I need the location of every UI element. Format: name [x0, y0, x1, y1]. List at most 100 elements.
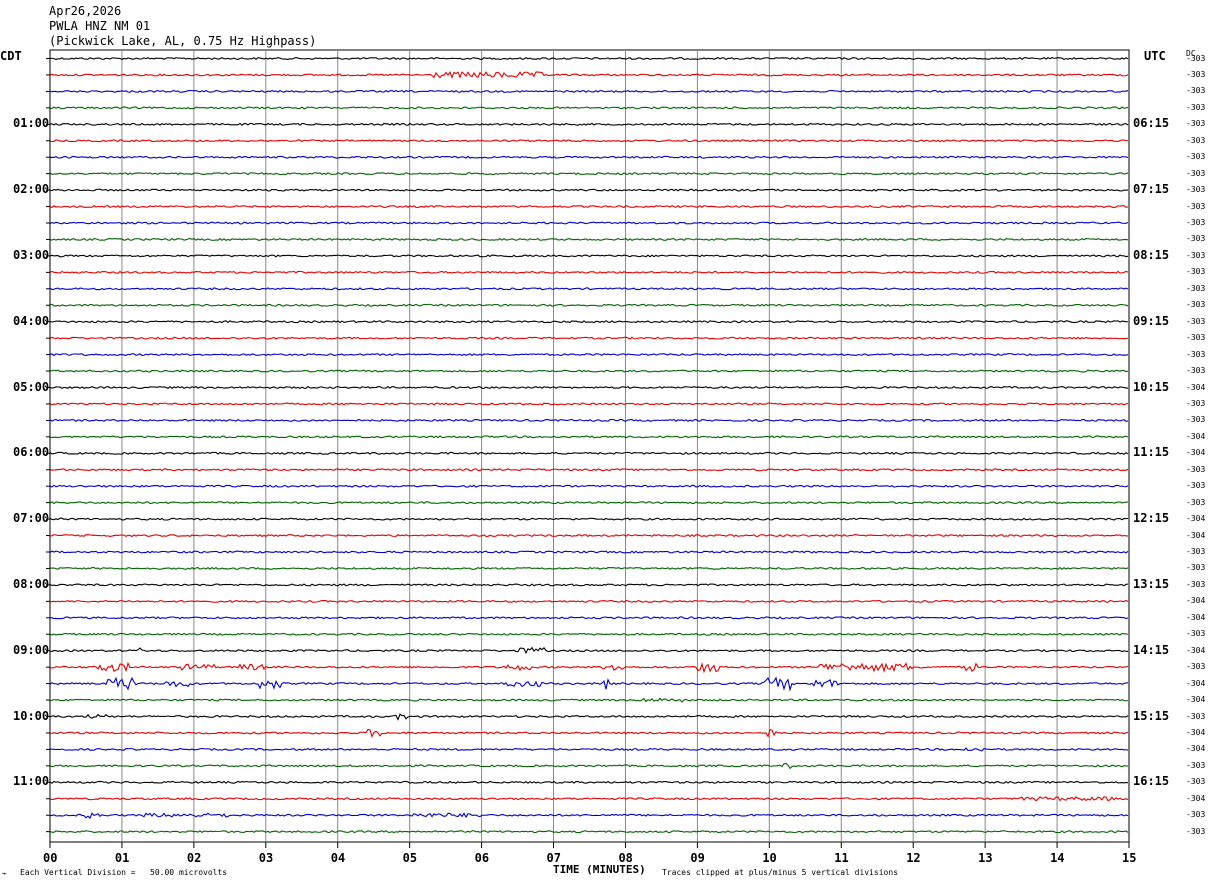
right-hour-label: 15:15 [1133, 708, 1170, 723]
dc-offset-label: -303 [1186, 86, 1206, 96]
dc-offset-label: -303 [1186, 415, 1206, 425]
trace-45-red [49, 796, 1129, 802]
dc-offset-label: -303 [1186, 135, 1206, 145]
trace-22-blue [49, 418, 1129, 423]
dc-offset-label: -304 [1186, 612, 1206, 622]
dc-offset-label: -303 [1186, 464, 1206, 474]
left-hour-label: 09:00 [13, 642, 50, 657]
trace-47-green [49, 830, 1129, 834]
x-tick-label-12: 12 [906, 851, 921, 865]
trace-10-blue [49, 221, 1129, 225]
dc-offset-label: -303 [1186, 826, 1206, 836]
right-hour-label: 09:15 [1133, 313, 1170, 328]
dc-offset-label: -303 [1186, 234, 1206, 244]
dc-offset-label: -304 [1186, 514, 1206, 524]
trace-1-red [49, 70, 1129, 79]
right-hour-label: 12:15 [1133, 511, 1170, 526]
dc-offset-label: -304 [1186, 744, 1206, 754]
date-label: Apr26,2026 [49, 4, 122, 18]
right-hour-label: 06:15 [1133, 116, 1170, 131]
trace-26-blue [49, 484, 1129, 488]
trace-39-green [49, 697, 1129, 703]
dc-offset-label: -303 [1186, 218, 1206, 227]
trace-42-blue [49, 747, 1129, 752]
dc-offset-label: -303 [1186, 333, 1206, 343]
x-tick-label-04: 04 [330, 851, 346, 865]
dc-offset-label: -303 [1186, 481, 1206, 491]
clipping-note: Traces clipped at plus/minus 5 vertical … [662, 868, 899, 877]
dc-offset-label: -303 [1186, 53, 1206, 63]
trace-28-black [49, 517, 1129, 521]
left-hour-label: 07:00 [13, 511, 50, 526]
dc-offset-label: -304 [1186, 727, 1206, 737]
right-timezone-label: UTC [1144, 49, 1166, 63]
dc-offset-label: -304 [1186, 678, 1206, 688]
dc-offset-label: -303 [1186, 283, 1206, 293]
left-hour-label: 01:00 [13, 116, 50, 131]
dc-offset-label: -303 [1186, 119, 1206, 129]
left-hour-label: 08:00 [13, 576, 50, 591]
trace-35-green [49, 632, 1129, 636]
left-hour-label: 02:00 [13, 182, 50, 197]
dc-offset-label: -303 [1186, 185, 1206, 195]
trace-2-blue [49, 89, 1129, 93]
right-hour-label: 14:15 [1133, 642, 1170, 657]
x-tick-label-08: 08 [618, 851, 633, 865]
trace-33-red [49, 599, 1129, 603]
right-hour-label: 08:15 [1133, 247, 1170, 262]
trace-11-green [49, 237, 1129, 241]
trace-21-red [49, 402, 1129, 406]
trace-17-red [49, 336, 1129, 340]
dc-offset-label: -304 [1186, 448, 1206, 458]
left-hour-label: 10:00 [13, 708, 50, 723]
dc-header-label: DC [1186, 49, 1196, 58]
trace-5-red [49, 139, 1129, 143]
dc-offset-label: -303 [1186, 563, 1206, 573]
x-tick-label-13: 13 [978, 851, 993, 865]
x-tick-label-07: 07 [546, 851, 561, 865]
trace-8-black [49, 188, 1129, 192]
left-hour-label: 06:00 [13, 445, 50, 460]
trace-27-green [49, 501, 1129, 505]
left-timezone-label: CDT [0, 49, 22, 63]
trace-4-black [49, 122, 1129, 126]
dc-offset-label: -303 [1186, 152, 1206, 162]
x-tick-label-05: 05 [402, 851, 418, 865]
dc-offset-label: -303 [1186, 102, 1206, 112]
left-hour-label: 11:00 [13, 774, 50, 789]
dc-offset-label: -303 [1186, 497, 1206, 507]
trace-13-red [49, 270, 1129, 274]
trace-31-green [49, 566, 1129, 571]
trace-34-blue [49, 616, 1129, 620]
dc-offset-label: -303 [1186, 267, 1206, 277]
x-tick-label-03: 03 [258, 851, 274, 865]
trace-29-red [49, 533, 1129, 538]
trace-19-green [49, 369, 1129, 373]
location-label: (Pickwick Lake, AL, 0.75 Hz Highpass) [49, 34, 317, 48]
dc-offset-label: -303 [1186, 366, 1206, 376]
dc-offset-label: -303 [1186, 547, 1206, 556]
trace-43-green [49, 762, 1129, 770]
dc-offset-label: -304 [1186, 695, 1206, 705]
trace-38-blue [49, 676, 1129, 692]
dc-offset-label: -303 [1186, 398, 1206, 408]
dc-offset-label: -303 [1186, 349, 1206, 359]
trace-44-black [49, 780, 1129, 784]
right-hour-label: 11:15 [1133, 445, 1170, 460]
x-tick-label-01: 01 [114, 851, 130, 865]
dc-offset-label: -304 [1186, 530, 1206, 540]
x-tick-label-02: 02 [186, 851, 202, 865]
dc-offset-label: -303 [1186, 579, 1206, 589]
dc-offset-label: -304 [1186, 431, 1206, 441]
right-hour-label: 07:15 [1133, 182, 1170, 197]
dc-offset-label: -303 [1186, 250, 1206, 260]
dc-offset-label: -304 [1186, 382, 1206, 392]
x-tick-label-15: 15 [1122, 851, 1137, 865]
x-tick-label-00: 00 [43, 851, 58, 865]
x-tick-label-11: 11 [834, 851, 849, 865]
x-tick-label-09: 09 [690, 851, 705, 865]
trace-3-green [49, 106, 1129, 110]
trace-40-black [49, 713, 1129, 721]
trace-7-green [49, 172, 1129, 176]
